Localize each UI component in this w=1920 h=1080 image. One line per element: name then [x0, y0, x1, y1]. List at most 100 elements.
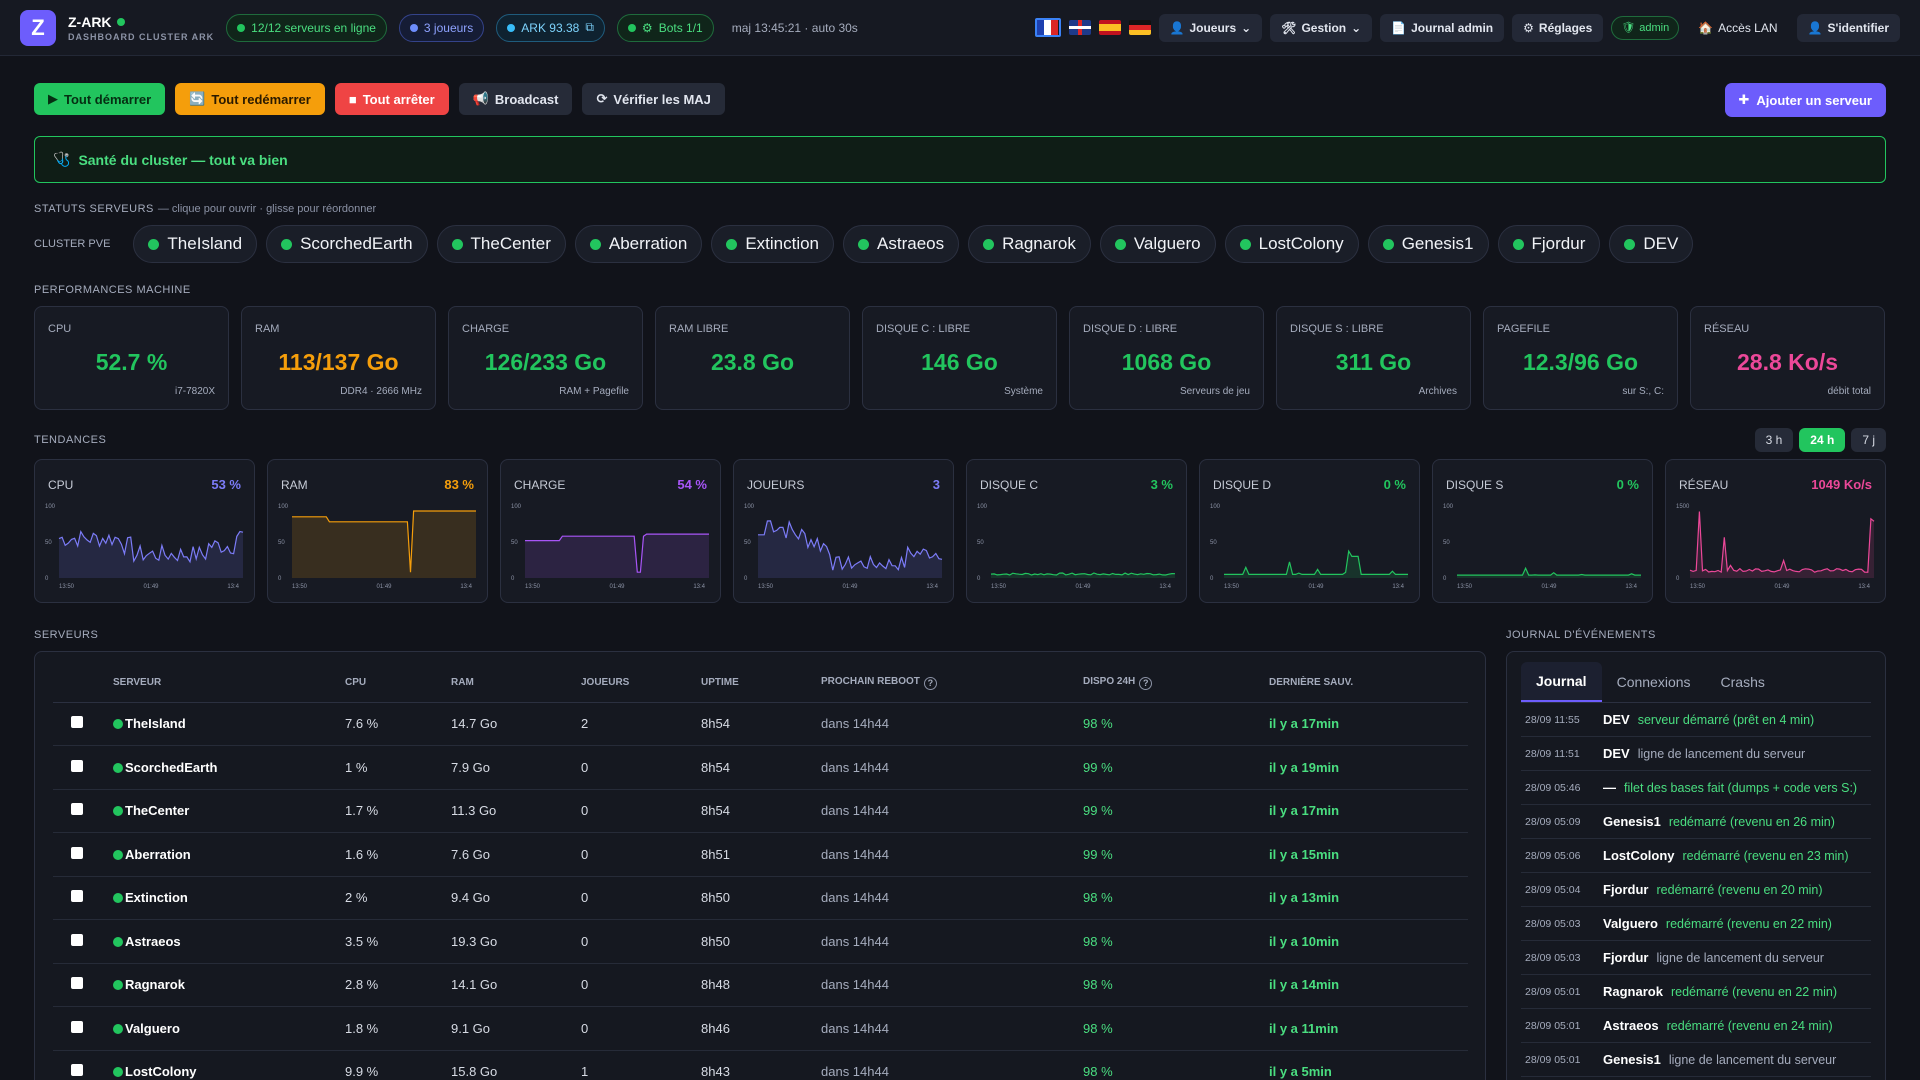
server-chip[interactable]: LostColony [1224, 225, 1359, 263]
trend-card[interactable]: JOUEURS 3 100 50 0 13:50 01:49 13:4 [733, 459, 954, 603]
ark-version-badge[interactable]: ARK 93.38 ⧉ [496, 13, 605, 42]
server-name-cell[interactable]: Ragnarok [113, 963, 345, 1007]
admin-journal-button[interactable]: 📄 Journal admin [1380, 13, 1505, 42]
server-chip[interactable]: Extinction [711, 225, 835, 263]
broadcast-button[interactable]: 📢 Broadcast [458, 83, 573, 115]
table-row[interactable]: Aberration 1.6 % 7.6 Go 0 8h51 dans 14h44 99 %… [53, 832, 1468, 877]
event-server: LostColony [1603, 848, 1675, 863]
server-chip[interactable]: DEV [1609, 225, 1694, 263]
row-checkbox[interactable] [71, 846, 83, 859]
server-chip[interactable]: TheCenter [436, 225, 566, 263]
row-checkbox[interactable] [71, 1020, 83, 1033]
restart-all-button[interactable]: 🔄 Tout redémarrer [175, 83, 325, 115]
server-chip[interactable]: TheIsland [133, 225, 258, 263]
axis-tick-label: 0 [278, 576, 282, 582]
cell-text: 2 % [345, 890, 368, 906]
server-chip[interactable]: Genesis1 [1367, 225, 1489, 263]
row-checkbox[interactable] [71, 933, 83, 946]
stop-all-button[interactable]: ■ Tout arrêter [334, 83, 449, 115]
help-icon[interactable]: ? [1139, 676, 1153, 690]
row-checkbox[interactable] [71, 803, 83, 816]
players-menu-button[interactable]: 👤 Joueurs ⌄ [1158, 13, 1263, 42]
cell-text: dans 14h44 [821, 890, 889, 906]
row-checkbox[interactable] [71, 890, 83, 903]
perf-card-label: DISQUE C : LIBRE [876, 323, 971, 335]
players-badge[interactable]: 3 joueurs [398, 13, 485, 42]
row-checkbox[interactable] [71, 1064, 83, 1077]
journal-tab[interactable]: Journal [1521, 662, 1602, 702]
server-name-cell[interactable]: Extinction [113, 876, 345, 920]
servers-online-badge[interactable]: 12/12 serveurs en ligne [226, 13, 387, 42]
trend-value: 1049 Ko/s [1811, 477, 1872, 492]
table-row[interactable]: Ragnarok 2.8 % 14.1 Go 0 8h48 dans 14h44 98 % i… [53, 963, 1468, 1007]
lan-access-button[interactable]: 🏠 Accès LAN [1687, 14, 1788, 42]
trend-card[interactable]: DISQUE S 0 % 100 50 0 13:50 01:49 13:4 [1432, 459, 1653, 603]
row-checkbox[interactable] [71, 716, 83, 729]
manage-menu-button[interactable]: 🛠 Gestion ⌄ [1270, 13, 1373, 42]
table-cell: il y a 5min [1269, 1050, 1468, 1080]
trend-card[interactable]: CPU 53 % 100 50 0 13:50 01:49 13:4 [34, 459, 255, 603]
table-row[interactable]: TheIsland 7.6 % 14.7 Go 2 8h54 dans 14h44 98 %… [53, 702, 1468, 746]
table-row[interactable]: TheCenter 1.7 % 11.3 Go 0 8h54 dans 14h44 99 %… [53, 789, 1468, 833]
server-chip[interactable]: Aberration [574, 225, 703, 263]
trend-card[interactable]: CHARGE 54 % 100 50 0 13:50 01:49 13:4 [500, 459, 721, 603]
help-icon[interactable]: ? [923, 676, 937, 690]
add-server-button[interactable]: ✚ Ajouter un serveur [1724, 83, 1886, 117]
trend-card[interactable]: DISQUE C 3 % 100 50 0 13:50 01:49 13:4 [966, 459, 1187, 603]
server-name-cell[interactable]: ScorchedEarth [113, 745, 345, 790]
server-name-cell[interactable]: Astraeos [113, 919, 345, 964]
cell-text: 8h48 [701, 977, 730, 993]
server-chip[interactable]: Fjordur [1497, 225, 1601, 263]
axis-tick-label: 01:49 [1541, 584, 1557, 590]
server-name-cell[interactable]: TheCenter [113, 789, 345, 833]
check-updates-button[interactable]: ⟳ Vérifier les MAJ [582, 83, 725, 115]
trend-card[interactable]: RAM 83 % 100 50 0 13:50 01:49 13:4 [267, 459, 488, 603]
server-name-cell[interactable]: Aberration [113, 832, 345, 877]
server-chip[interactable]: Valguero [1099, 225, 1216, 263]
server-chip[interactable]: ScorchedEarth [266, 225, 428, 263]
event-time: 28/09 11:55 [1525, 713, 1580, 726]
axis-tick-label: 13:4 [460, 584, 472, 590]
row-checkbox[interactable] [71, 759, 83, 772]
axis-tick-label: 50 [1443, 540, 1450, 546]
journal-tab[interactable]: Crashs [1720, 674, 1765, 690]
server-name-cell[interactable]: LostColony [113, 1050, 345, 1080]
range-button[interactable]: 7 j [1851, 428, 1886, 452]
table-cell: 11.3 Go [451, 789, 581, 833]
row-checkbox[interactable] [71, 977, 83, 990]
server-name-cell[interactable]: Valguero [113, 1006, 345, 1051]
table-row[interactable]: ScorchedEarth 1 % 7.9 Go 0 8h54 dans 14h44 99 … [53, 745, 1468, 790]
table-row[interactable]: Extinction 2 % 9.4 Go 0 8h50 dans 14h44 98 % il… [53, 876, 1468, 920]
range-button[interactable]: 24 h [1799, 428, 1846, 452]
server-name-cell[interactable]: TheIsland [113, 702, 345, 746]
login-button[interactable]: 👤 S'identifier [1796, 13, 1900, 42]
column-header: UPTIME [701, 664, 821, 703]
bots-badge[interactable]: ⚙ Bots 1/1 [616, 13, 714, 42]
journal-event: 28/09 05:01 Astraeos redémarré (revenu en … [1521, 1009, 1871, 1043]
server-chip[interactable]: Astraeos [843, 225, 960, 263]
admin-badge[interactable]: 🛡 admin [1611, 15, 1680, 40]
table-row[interactable]: Astraeos 3.5 % 19.3 Go 0 8h50 dans 14h44 98 % i… [53, 919, 1468, 964]
trend-line [1224, 549, 1408, 575]
settings-button[interactable]: ⚙ Réglages [1512, 13, 1604, 42]
cell-text: dans 14h44 [821, 1064, 889, 1080]
table-cell: il y a 17min [1269, 789, 1468, 833]
flag-es-icon[interactable] [1098, 20, 1121, 35]
start-all-button[interactable]: ▶ Tout démarrer [34, 83, 166, 115]
axis-tick-label: 0 [744, 576, 748, 582]
table-cell: 99 % [1083, 745, 1269, 790]
journal-tab[interactable]: Connexions [1616, 674, 1691, 690]
table-row[interactable]: LostColony 9.9 % 15.8 Go 1 8h43 dans 14h44 98 … [53, 1050, 1468, 1080]
server-chip-label: DEV [1643, 234, 1679, 253]
server-chip[interactable]: Ragnarok [968, 225, 1091, 263]
flag-de-icon[interactable] [1128, 20, 1151, 35]
axis-tick-label: 13:50 [758, 584, 774, 590]
range-button[interactable]: 3 h [1754, 428, 1794, 452]
perf-card: RAM 113/137 Go DDR4 · 2666 MHz [241, 306, 436, 410]
trend-card[interactable]: DISQUE D 0 % 100 50 0 13:50 01:49 13:4 [1199, 459, 1420, 603]
trend-card[interactable]: RÉSEAU 1049 Ko/s 1500 0 13:50 01:49 13:4 [1665, 459, 1886, 603]
table-row[interactable]: Valguero 1.8 % 9.1 Go 0 8h46 dans 14h44 98 % il… [53, 1006, 1468, 1051]
flag-uk-icon[interactable] [1068, 20, 1091, 35]
table-cell: 19.3 Go [451, 919, 581, 964]
flag-fr-icon[interactable] [1034, 18, 1061, 37]
